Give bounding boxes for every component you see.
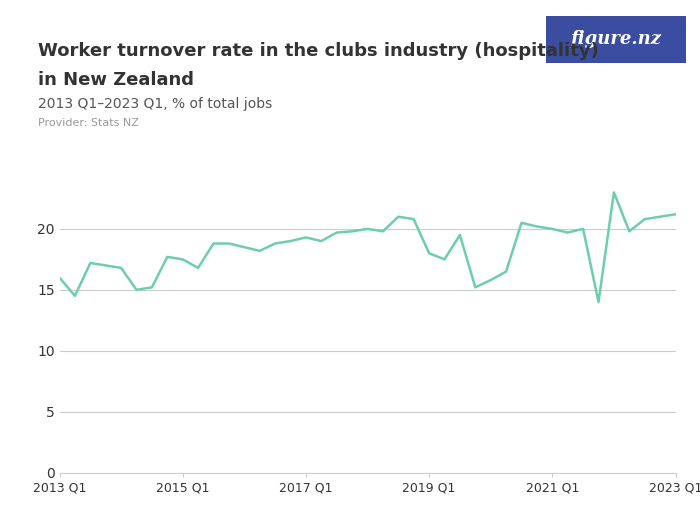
Text: Provider: Stats NZ: Provider: Stats NZ <box>38 118 139 128</box>
Text: 2013 Q1–2023 Q1, % of total jobs: 2013 Q1–2023 Q1, % of total jobs <box>38 97 273 111</box>
Text: in New Zealand: in New Zealand <box>38 71 195 89</box>
Text: figure.nz: figure.nz <box>570 30 662 48</box>
Text: Worker turnover rate in the clubs industry (hospitality): Worker turnover rate in the clubs indust… <box>38 42 599 60</box>
